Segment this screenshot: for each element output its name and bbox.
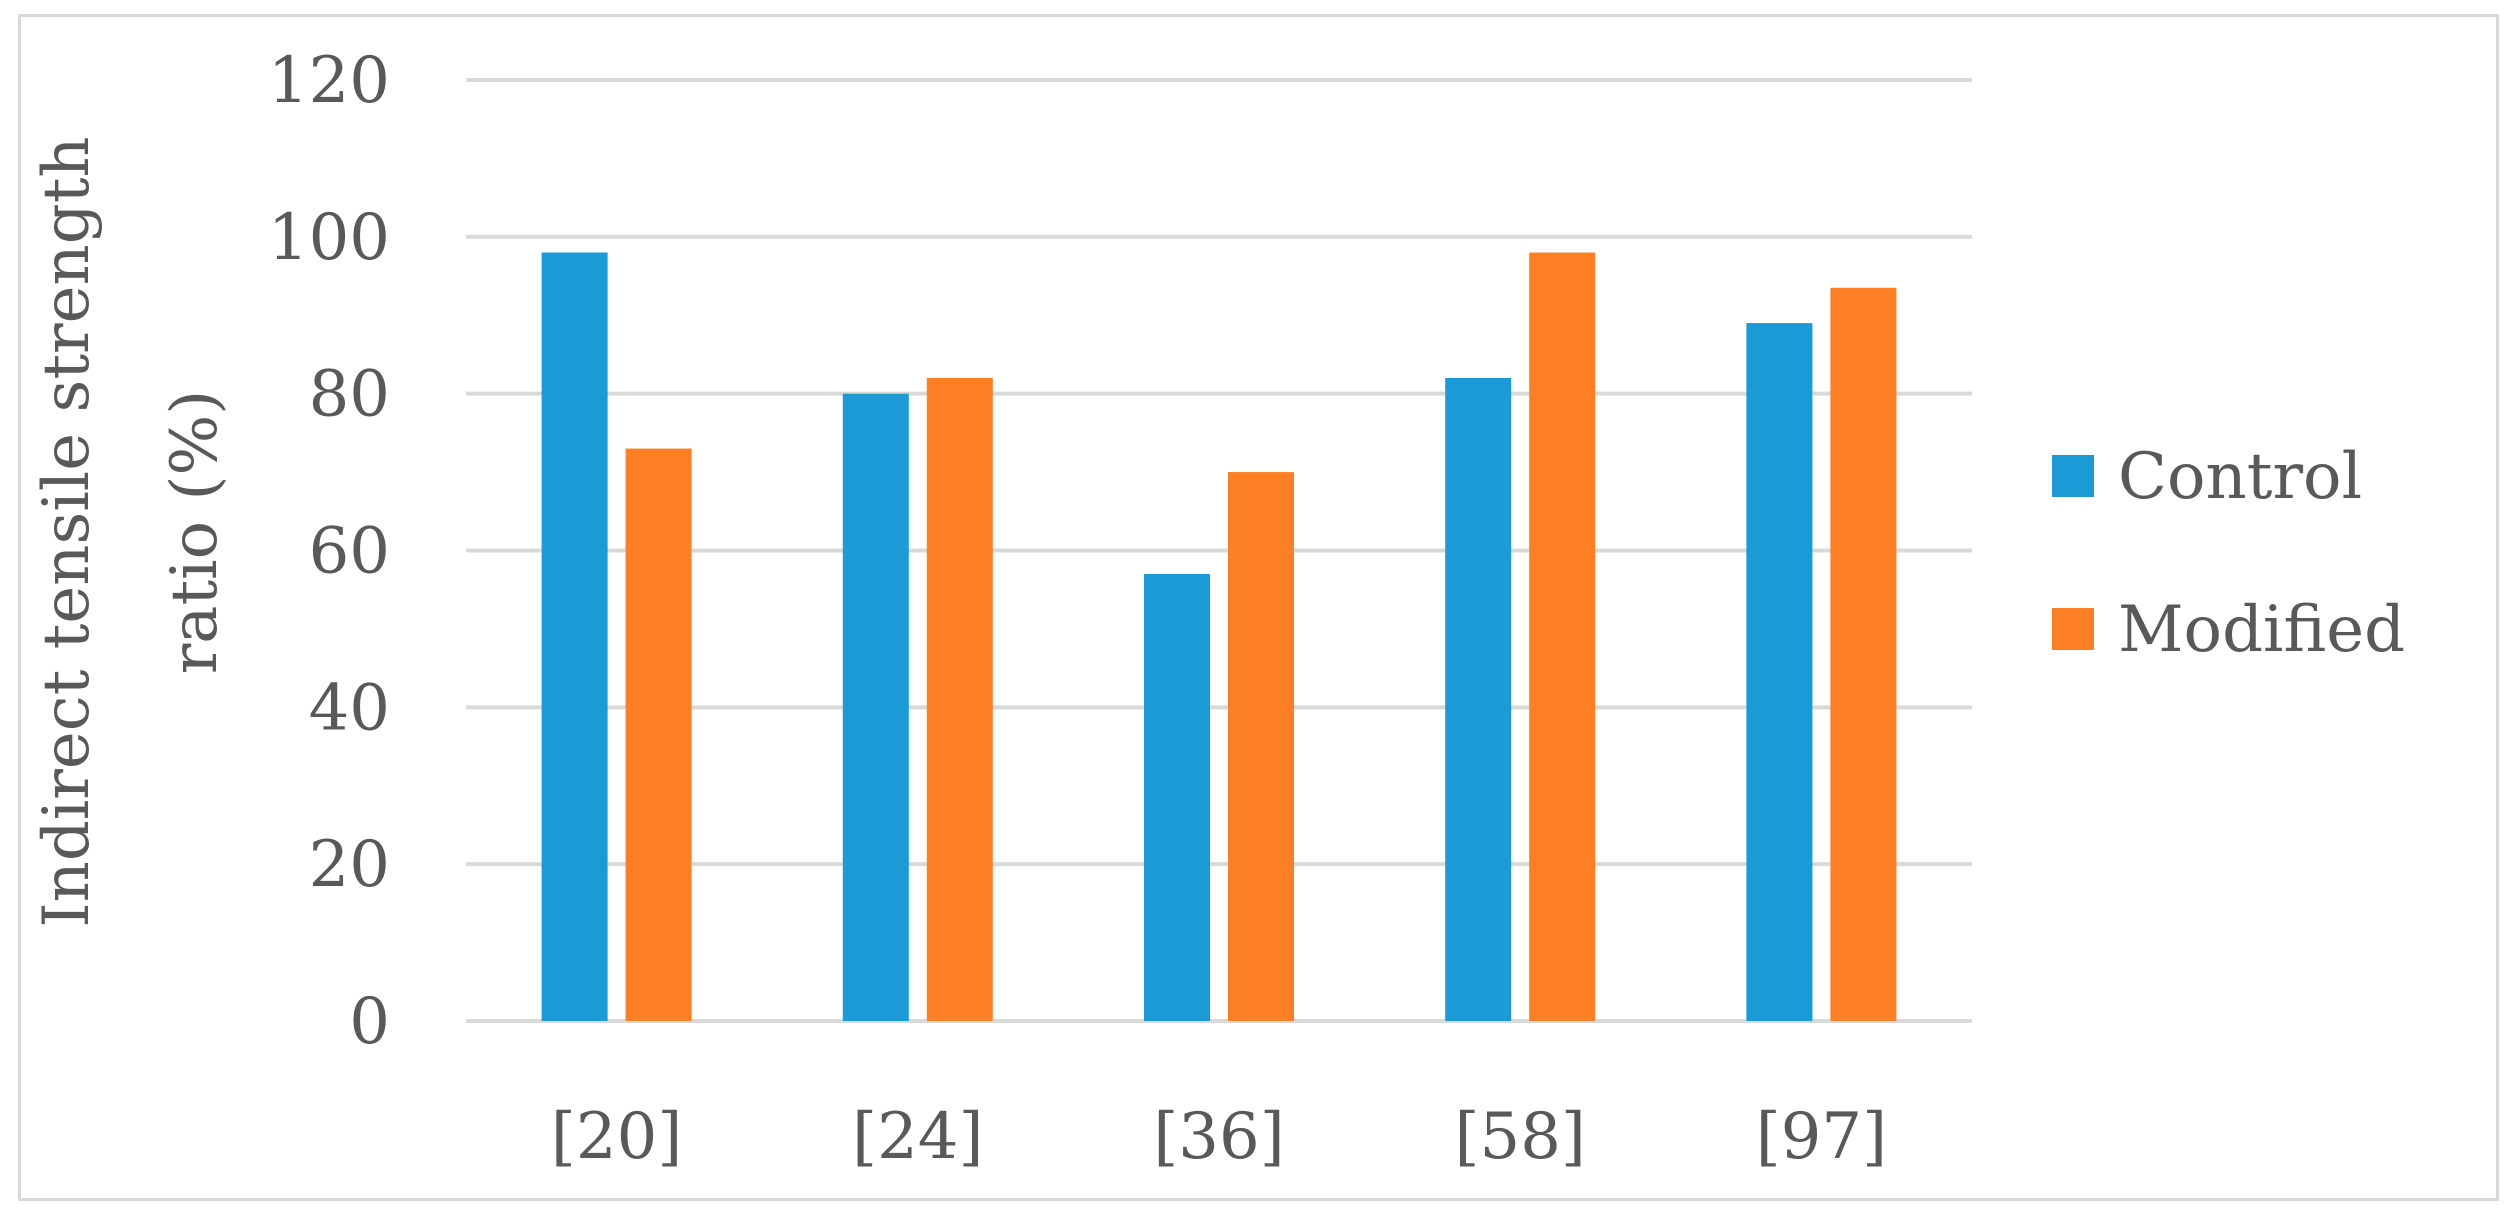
- bar-control-0: [541, 252, 608, 1021]
- y-tick-label: 100: [268, 201, 390, 275]
- bar-control-3: [1445, 377, 1512, 1021]
- bar-modified-1: [926, 377, 993, 1021]
- bar-control-1: [842, 393, 909, 1022]
- bar-control-2: [1144, 574, 1210, 1021]
- legend-label-control: Control: [2118, 440, 2362, 514]
- bars: [541, 252, 1897, 1022]
- y-tick-label: 120: [268, 44, 390, 118]
- bar-modified-3: [1529, 252, 1596, 1021]
- gridlines: [466, 78, 1972, 1023]
- y-tick-label: 60: [309, 515, 390, 589]
- legend: Control Modified: [2052, 440, 2405, 667]
- y-tick-label: 40: [309, 671, 390, 745]
- y-axis-title: Indirect tensile strength ratio (%): [30, 136, 232, 927]
- y-tick-label: 80: [309, 358, 390, 432]
- y-axis-title-line-1: Indirect tensile strength: [30, 136, 104, 927]
- x-axis-ticks: [20] [24] [36] [58] [97]: [551, 1100, 1887, 1174]
- bar-modified-2: [1228, 472, 1294, 1021]
- y-axis-title-line-2: ratio (%): [158, 390, 232, 675]
- x-tick-label: [58]: [1455, 1100, 1586, 1174]
- x-tick-label: [20]: [551, 1100, 682, 1174]
- bar-control-4: [1746, 323, 1813, 1021]
- legend-label-modified: Modified: [2118, 593, 2405, 667]
- legend-swatch-modified: [2052, 608, 2094, 650]
- legend-swatch-control: [2052, 455, 2094, 497]
- x-tick-label: [24]: [852, 1100, 983, 1174]
- x-tick-label: [36]: [1153, 1100, 1284, 1174]
- y-axis-ticks: 0 20 40 60 80 100 120: [268, 44, 390, 1059]
- bar-modified-4: [1830, 287, 1897, 1021]
- bar-modified-0: [625, 448, 692, 1021]
- y-tick-label: 0: [349, 985, 390, 1059]
- x-tick-label: [97]: [1756, 1100, 1887, 1174]
- y-tick-label: 20: [309, 828, 390, 902]
